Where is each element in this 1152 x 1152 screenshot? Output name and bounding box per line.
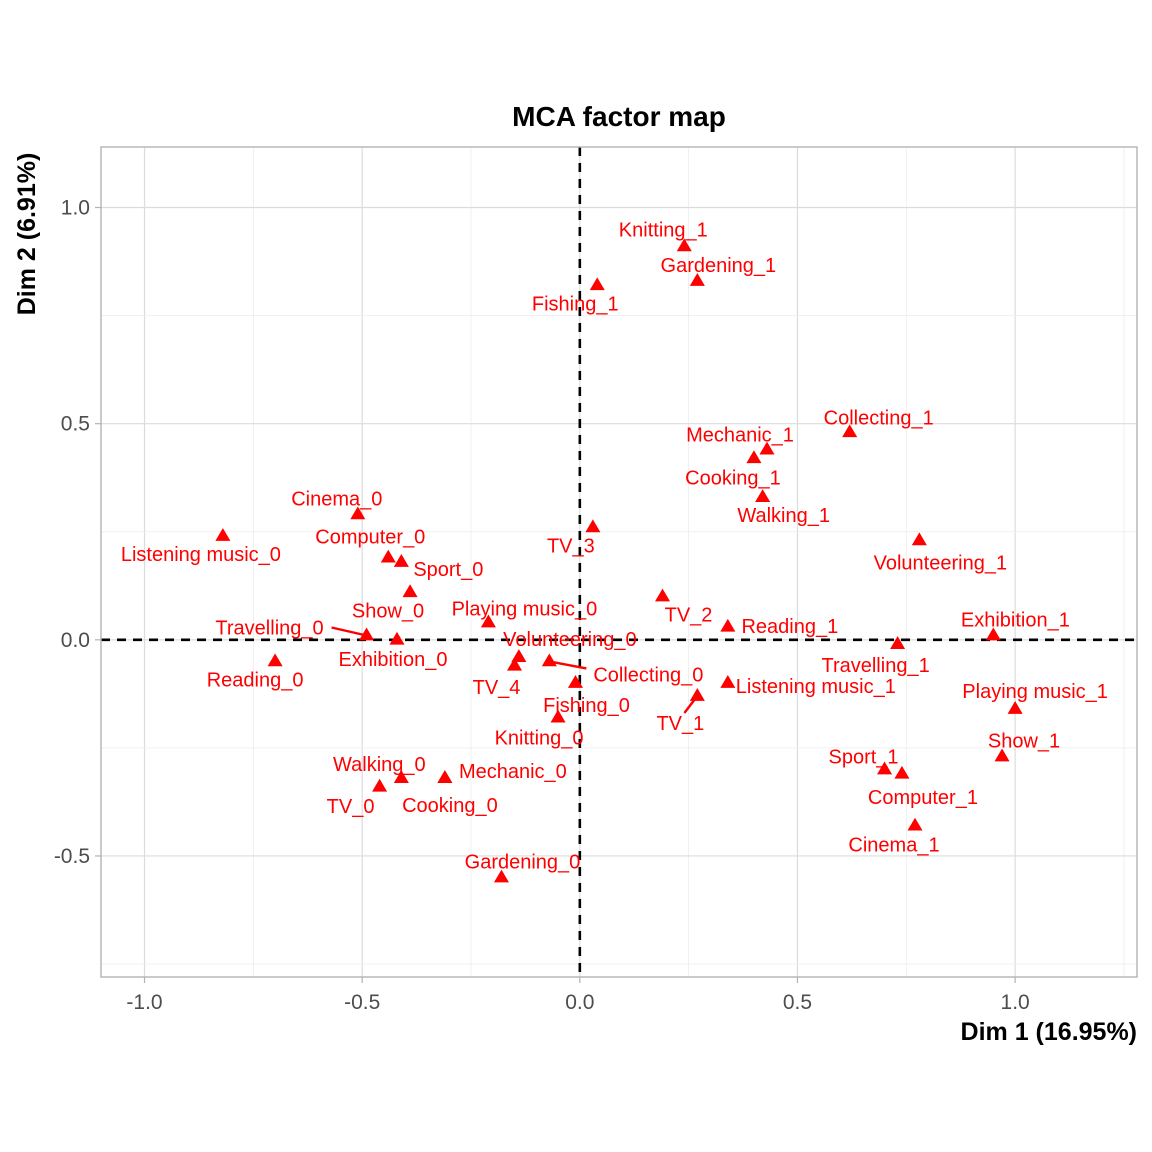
label-tv-1: TV_1 — [656, 713, 704, 735]
point-knitting-0 — [550, 709, 566, 723]
label-playing-music-1: Playing music_1 — [962, 681, 1108, 703]
point-tv-3 — [585, 519, 601, 533]
point-fishing-1 — [589, 277, 605, 291]
y-tick-label: 0.0 — [61, 629, 90, 652]
point-reading-1 — [720, 618, 736, 632]
point-playing-music-1 — [1007, 700, 1023, 714]
point-labels: Knitting_1 Gardening_1 Fishing_1 Collecting… — [121, 219, 1108, 873]
label-travelling-1: Travelling_1 — [821, 655, 929, 677]
chart-title: MCA factor map — [512, 101, 726, 132]
connector-travelling-0 — [331, 626, 367, 637]
point-reading-0 — [267, 653, 283, 667]
label-knitting-0: Knitting_0 — [495, 728, 584, 750]
point-mechanic-1 — [759, 441, 775, 455]
label-cooking-0: Cooking_0 — [402, 795, 498, 817]
point-cinema-1 — [907, 817, 923, 831]
label-travelling-0: Travelling_0 — [215, 617, 323, 639]
plot-panel-border — [100, 146, 1138, 978]
point-collecting-1 — [842, 424, 858, 438]
point-travelling-0 — [359, 627, 375, 641]
point-show-0 — [402, 584, 418, 598]
label-listening-music-1: Listening music_1 — [736, 676, 896, 698]
point-knitting-1 — [676, 238, 692, 252]
label-sport-0: Sport_0 — [413, 559, 483, 581]
label-mechanic-1: Mechanic_1 — [686, 425, 794, 447]
point-cooking-1 — [746, 450, 762, 464]
y-tick-label: -0.5 — [54, 845, 90, 868]
label-reading-0: Reading_0 — [207, 669, 304, 691]
label-walking-0: Walking_0 — [333, 754, 426, 776]
point-fishing-0 — [567, 675, 583, 688]
point-tv-4 — [507, 657, 523, 671]
axis-ticks: -1.0 -0.5 0.0 0.5 1.0 -0.5 0.0 0.5 1.0 — [54, 197, 1030, 1014]
label-tv-0: TV_0 — [327, 796, 375, 818]
label-volunteering-0: Volunteering_0 — [503, 629, 636, 651]
label-reading-1: Reading_1 — [741, 616, 838, 638]
label-computer-0: Computer_0 — [315, 527, 425, 549]
point-tv-0 — [372, 778, 388, 792]
x-tick-label: -1.0 — [126, 991, 162, 1014]
x-tick-label: 0.0 — [565, 991, 594, 1014]
label-computer-1: Computer_1 — [868, 787, 978, 809]
point-sport-0 — [393, 554, 409, 567]
label-mechanic-0: Mechanic_0 — [459, 761, 567, 783]
x-axis-title: Dim 1 (16.95%) — [961, 1018, 1137, 1046]
point-travelling-1 — [890, 636, 906, 649]
point-gardening-1 — [689, 273, 705, 286]
label-collecting-0: Collecting_0 — [593, 664, 703, 686]
label-cooking-1: Cooking_1 — [685, 467, 781, 489]
point-tv-1 — [689, 688, 705, 701]
label-playing-music-0: Playing music_0 — [452, 599, 598, 621]
point-exhibition-0 — [389, 631, 405, 645]
point-computer-1 — [894, 765, 910, 779]
label-tv-4: TV_4 — [473, 677, 521, 699]
point-show-1 — [994, 748, 1010, 762]
label-volunteering-1: Volunteering_1 — [874, 552, 1007, 574]
point-collecting-0 — [541, 653, 557, 667]
label-knitting-1: Knitting_1 — [619, 219, 708, 241]
label-gardening-0: Gardening_0 — [465, 852, 581, 874]
label-exhibition-1: Exhibition_1 — [961, 609, 1070, 631]
point-playing-music-0 — [480, 614, 496, 628]
point-cooking-0 — [437, 770, 453, 783]
y-tick-label: 1.0 — [61, 197, 90, 220]
point-cinema-0 — [350, 506, 366, 520]
point-walking-1 — [755, 489, 771, 502]
point-volunteering-1 — [911, 532, 927, 546]
x-tick-label: 1.0 — [1001, 991, 1030, 1014]
point-exhibition-1 — [985, 627, 1001, 641]
label-walking-1: Walking_1 — [737, 505, 830, 527]
point-tv-2 — [655, 588, 671, 602]
label-exhibition-0: Exhibition_0 — [339, 649, 448, 671]
reference-lines — [101, 147, 1137, 977]
label-cinema-1: Cinema_1 — [848, 835, 939, 857]
label-listening-music-0: Listening music_0 — [121, 544, 281, 566]
label-fishing-0: Fishing_0 — [543, 695, 630, 717]
y-axis-title: Dim 2 (6.91%) — [13, 153, 41, 316]
label-collecting-1: Collecting_1 — [824, 407, 934, 429]
label-sport-1: Sport_1 — [828, 747, 898, 769]
label-show-0: Show_0 — [352, 600, 424, 622]
point-walking-0 — [393, 770, 409, 783]
point-listening-music-1 — [720, 675, 736, 688]
point-volunteering-0 — [511, 649, 527, 662]
label-tv-3: TV_3 — [547, 535, 595, 557]
label-show-1: Show_1 — [988, 731, 1060, 753]
point-listening-music-0 — [215, 528, 231, 541]
connector-collecting-0 — [549, 660, 587, 670]
x-tick-label: -0.5 — [344, 991, 380, 1014]
label-tv-2: TV_2 — [665, 605, 713, 627]
label-cinema-0: Cinema_0 — [291, 488, 382, 510]
label-gardening-1: Gardening_1 — [661, 255, 777, 277]
label-fishing-1: Fishing_1 — [532, 293, 619, 315]
x-tick-label: 0.5 — [783, 991, 812, 1014]
point-computer-0 — [380, 549, 396, 563]
point-sport-1 — [877, 761, 893, 775]
data-points — [215, 238, 1023, 883]
y-tick-label: 0.5 — [61, 413, 90, 436]
point-gardening-0 — [493, 869, 509, 883]
